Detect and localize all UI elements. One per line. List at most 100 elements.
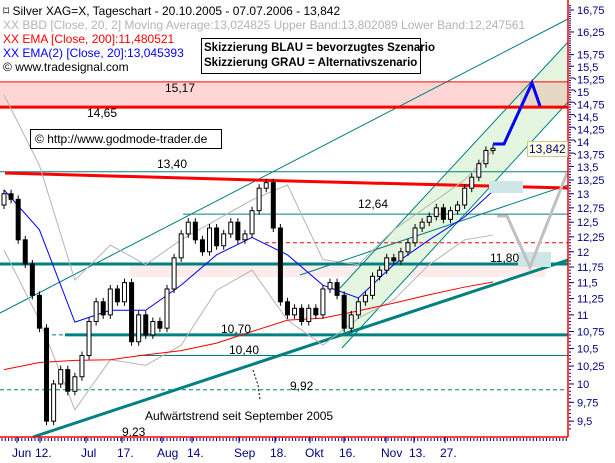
candle-body (249, 210, 255, 235)
y-tick-leader (573, 114, 577, 118)
trend-label: Aufwärtstrend seit September 2005 (145, 409, 333, 423)
level-label: 10,70 (221, 322, 251, 336)
last-price-tag: 13,842 (527, 141, 568, 157)
candle-body (334, 282, 340, 296)
level-label: 15,17 (165, 81, 195, 95)
candle-body (362, 294, 368, 303)
candle-body (228, 221, 234, 235)
copyright-url: http://www.godmode-trader.de (47, 132, 208, 146)
candle-body (100, 301, 106, 316)
candle-body (164, 288, 170, 329)
y-tick-leader (573, 101, 577, 105)
x-tick-label: 13. (409, 446, 426, 460)
y-tick-label: 14 (577, 137, 589, 149)
candle-body (370, 275, 376, 296)
legend-bbd: XX BBD [Close, 20, 2] Moving Average:13,… (3, 18, 526, 32)
source-credit: © www.tradesignal.com (3, 60, 129, 74)
scenario-gray-text: Skizzierung GRAU = Alternativszenario (204, 57, 418, 69)
level-label: 14,65 (87, 106, 117, 120)
candle-body (235, 221, 241, 241)
x-tick-label: 27. (440, 446, 457, 460)
copyright-box: © http://www.godmode-trader.de (30, 129, 222, 149)
support-zone (130, 263, 545, 277)
y-tick-label: 11 (577, 310, 588, 322)
y-tick-label: 11,75 (577, 262, 604, 274)
candle-body (22, 239, 28, 265)
candle-body (384, 257, 390, 271)
x-tick-label: Jun (12, 446, 31, 460)
scenario-legend: Skizzierung BLAU = bevorzugtes Szenario … (201, 38, 436, 74)
legend-ema200: XX EMA [Close, 200]:11,480521 (3, 32, 175, 46)
y-tick-label: 14,5 (577, 112, 598, 124)
y-tick-leader (573, 77, 577, 81)
low-label: 9,23 (122, 425, 146, 439)
y-tick-leader (573, 89, 577, 93)
y-tick-leader (573, 139, 577, 143)
candle-body (157, 320, 163, 329)
candle-body (433, 207, 439, 217)
x-tick-label: 14. (187, 446, 204, 460)
scenario-gray-path (497, 172, 569, 271)
y-tick-label: 9,75 (577, 397, 598, 409)
channel-lower-line (341, 101, 569, 349)
candle-body (398, 251, 404, 262)
candle-body (469, 176, 475, 189)
level-label: 12,64 (358, 197, 388, 211)
candle-body (320, 288, 326, 316)
candle-body (129, 282, 135, 343)
copyright-icon: © (3, 60, 16, 74)
candle-body (490, 147, 496, 151)
candle-body (256, 187, 262, 212)
candle-body (391, 257, 397, 262)
candle-body (185, 221, 191, 235)
y-tick-label: 10,5 (577, 344, 598, 356)
y-tick-label: 15,5 (577, 62, 598, 74)
candle-body (327, 282, 333, 290)
candle-body (455, 204, 461, 212)
candle-body (114, 288, 120, 303)
y-tick-label: 11,5 (577, 278, 598, 290)
y-tick-label: 9,5 (577, 416, 592, 428)
y-tick-label: 13 (577, 189, 589, 201)
candle-body (462, 187, 468, 206)
candle-body (419, 221, 425, 229)
level-label: 13,40 (157, 157, 187, 171)
candle-body (15, 198, 21, 241)
copyright-icon: © (35, 132, 48, 146)
candle-body (72, 376, 78, 392)
y-tick-label: 12,75 (577, 203, 605, 215)
y-tick-label: 14,75 (577, 100, 605, 112)
y-tick-label: 10 (577, 379, 589, 391)
candle-body (29, 263, 35, 296)
candle-body (207, 227, 213, 253)
x-tick-label: 18. (270, 446, 287, 460)
candle-body (341, 294, 347, 329)
scenario-blue-text: Skizzierung BLAU = bevorzugtes Szenario (204, 42, 436, 54)
y-tick-label: 15,75 (577, 50, 605, 62)
candle-body (221, 233, 227, 247)
candle-body (412, 227, 418, 244)
candle-body (150, 320, 156, 336)
chart-title: ⌑ Silver XAG=X, Tageschart - 20.10.2005 … (3, 4, 340, 18)
x-tick-label: Nov (381, 446, 402, 460)
y-tick-leader (573, 152, 577, 156)
candle-body (171, 257, 177, 290)
candle-body (65, 369, 71, 392)
candle-body (447, 210, 453, 220)
y-tick-label: 10,75 (577, 327, 605, 339)
candle-body (476, 163, 482, 178)
candle-body (79, 355, 85, 378)
y-tick-label: 10,25 (577, 361, 605, 373)
y-tick-label: 12,5 (577, 217, 598, 229)
ema200-line (3, 281, 494, 371)
x-tick-label: 17. (117, 446, 134, 460)
trend-label-pointer (252, 369, 261, 401)
legend-ema20: XX EMA(2) [Close, 20]:13,045393 (3, 46, 184, 60)
inner-trend-line (299, 184, 569, 276)
y-tick-label: 16,75 (577, 5, 605, 17)
x-tick-label: 16. (339, 446, 356, 460)
candle-body (355, 301, 361, 316)
y-tick-label: 16,25 (577, 27, 605, 39)
candle-body (143, 314, 149, 336)
channel-upper-line (339, 41, 569, 289)
